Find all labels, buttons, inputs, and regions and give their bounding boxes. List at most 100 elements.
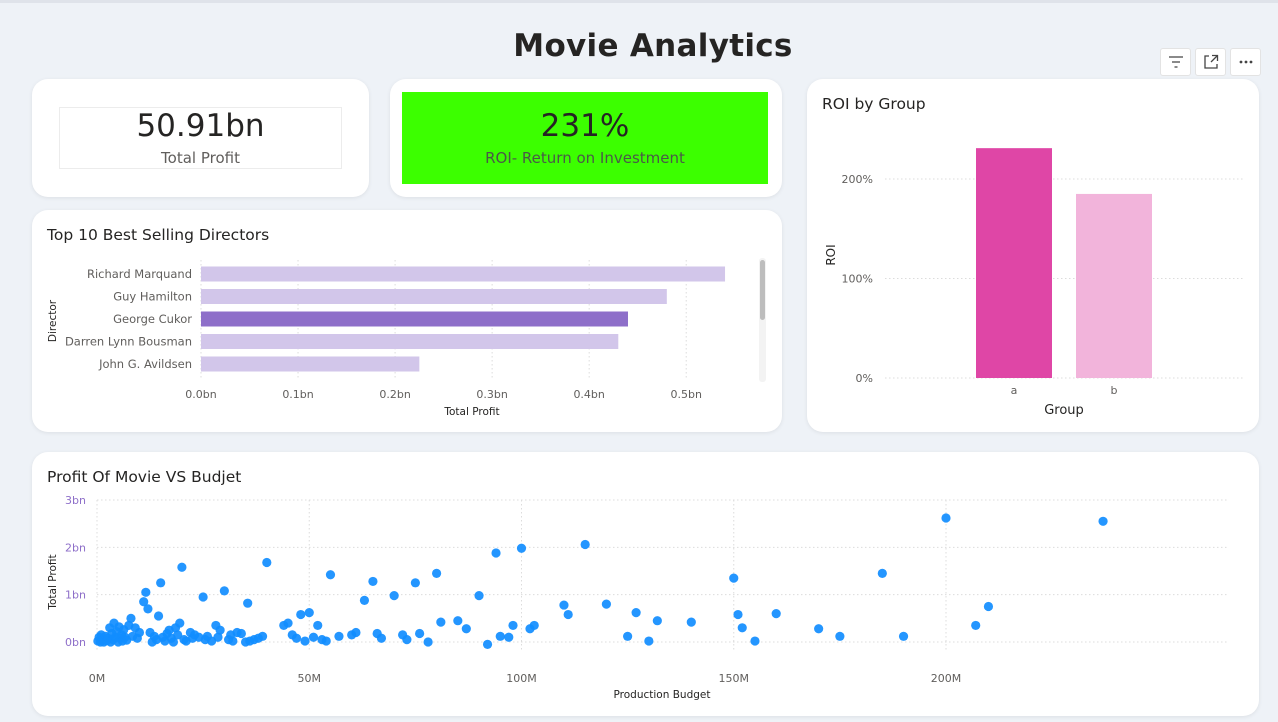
kpi-profit-value: 50.91bn <box>136 108 265 144</box>
x-tick-label: 0.1bn <box>282 388 313 401</box>
kpi-profit-frame <box>59 107 342 169</box>
scatter-chart-title: Profit Of Movie VS Budjet <box>47 468 242 486</box>
scatter-point <box>351 627 361 638</box>
scatter-chart: 0bn 1bn 2bn 3bn 0M 50M 100M 150M 200M Production … <box>47 494 1229 701</box>
roi-group-chart-card[interactable]: ROI by Group 0% 100% 200% a b Group ROI <box>807 79 1259 432</box>
scatter-point <box>750 636 760 646</box>
kpi-profit-label: Total Profit <box>161 148 240 167</box>
scatter-point <box>325 570 336 580</box>
scatter-point <box>219 586 229 596</box>
scatter-point <box>623 631 633 641</box>
kpi-profit-content: 50.91bn Total Profit <box>32 108 369 167</box>
directors-chart: 0.0bn 0.1bn 0.2bn 0.3bn 0.4bn 0.5bn Richard Ma… <box>47 258 766 418</box>
scatter-point <box>729 573 739 583</box>
scatter-chart-card[interactable]: Profit Of Movie VS Budjet 0bn 1bn 2bn 3bn 0M… <box>32 452 1259 716</box>
kpi-profit-card[interactable]: 50.91bn Total Profit <box>32 79 369 197</box>
x-tick-label: 150M <box>719 672 750 685</box>
scatter-point <box>228 636 238 646</box>
scatter-point <box>175 618 185 628</box>
scatter-point <box>215 625 225 635</box>
kpi-roi-card[interactable]: 231% ROI- Return on Investment <box>390 79 782 197</box>
kpi-roi-label: ROI- Return on Investment <box>485 148 685 167</box>
x-tick-label: 0.4bn <box>573 388 604 401</box>
bar <box>201 266 726 282</box>
top-border <box>0 0 1278 3</box>
scatter-point <box>296 609 306 620</box>
scatter-point <box>529 620 539 631</box>
scatter-point <box>644 636 654 646</box>
y-tick-label: Darren Lynn Bousman <box>65 335 192 349</box>
scatter-point <box>737 623 747 633</box>
x-tick-label: 0.5bn <box>670 388 701 401</box>
kpi-roi-background <box>402 92 768 184</box>
bar <box>976 148 1052 378</box>
x-tick-label: a <box>1011 384 1018 397</box>
scatter-point <box>415 628 425 639</box>
bar <box>1076 193 1152 378</box>
scatter-point <box>143 604 153 614</box>
y-tick-label: Richard Marquand <box>87 267 192 281</box>
scatter-point <box>141 587 151 597</box>
scatter-point <box>402 635 412 645</box>
y-tick-label: George Cukor <box>113 312 192 326</box>
y-axis-title: Director <box>47 299 59 342</box>
scatter-point <box>153 611 164 621</box>
x-tick-label: 200M <box>931 672 962 685</box>
x-tick-label: 50M <box>298 672 322 685</box>
bar <box>201 289 667 304</box>
scatter-point <box>898 631 909 641</box>
scatter-point <box>436 617 446 627</box>
filter-icon[interactable] <box>1160 48 1191 76</box>
y-axis-title: Total Profit <box>47 554 59 610</box>
scatter-point <box>491 548 501 558</box>
x-axis-title: Production Budget <box>614 689 711 701</box>
scatter-point <box>376 633 387 643</box>
directors-chart-card[interactable]: Top 10 Best Selling Directors 0.0bn 0.1bn… <box>32 210 782 432</box>
scatter-point <box>495 631 505 641</box>
scatter-point <box>321 636 331 646</box>
roi-group-chart-title: ROI by Group <box>822 95 926 113</box>
scatter-point <box>1098 516 1108 526</box>
y-tick-label: 1bn <box>65 589 86 602</box>
scatter-point <box>474 591 484 601</box>
scatter-point <box>504 632 514 642</box>
scatter-point <box>236 628 246 639</box>
y-tick-label: 200% <box>842 173 873 186</box>
scatter-point <box>139 597 149 607</box>
scatter-point <box>257 631 268 641</box>
scatter-point <box>304 608 314 618</box>
scatter-point <box>134 627 145 638</box>
x-tick-label: 0.3bn <box>476 388 507 401</box>
page-title: Movie Analytics <box>513 28 793 64</box>
scatter-point <box>482 639 493 649</box>
scatter-point <box>359 595 370 605</box>
focus-mode-icon[interactable] <box>1195 48 1226 76</box>
scrollbar-thumb <box>760 260 765 320</box>
scatter-point <box>559 600 569 610</box>
y-axis-title: ROI <box>824 244 838 265</box>
scatter-point <box>213 632 223 642</box>
scatter-point <box>461 624 471 634</box>
y-tick-label: 3bn <box>65 494 86 507</box>
kpi-roi-value: 231% <box>540 108 630 144</box>
y-tick-label: 2bn <box>65 541 86 554</box>
scatter-point <box>652 616 662 626</box>
x-tick-label: b <box>1111 384 1118 397</box>
scatter-point <box>453 616 463 626</box>
scatter-point <box>423 637 433 647</box>
x-tick-label: 0.2bn <box>379 388 410 401</box>
scatter-point <box>262 557 272 568</box>
scatter-point <box>313 620 323 631</box>
scatter-point <box>168 637 179 647</box>
scatter-point <box>173 630 183 640</box>
visual-header-toolbar <box>1160 48 1261 76</box>
more-options-icon[interactable] <box>1230 48 1261 76</box>
x-tick-label: 0M <box>89 672 106 685</box>
scatter-point <box>291 633 302 643</box>
scatter-point <box>877 568 887 578</box>
y-tick-label: 0bn <box>65 636 86 649</box>
bar <box>201 334 619 349</box>
scatter-point <box>410 578 420 588</box>
scatter-point <box>686 617 696 627</box>
scatter-point <box>198 592 208 602</box>
